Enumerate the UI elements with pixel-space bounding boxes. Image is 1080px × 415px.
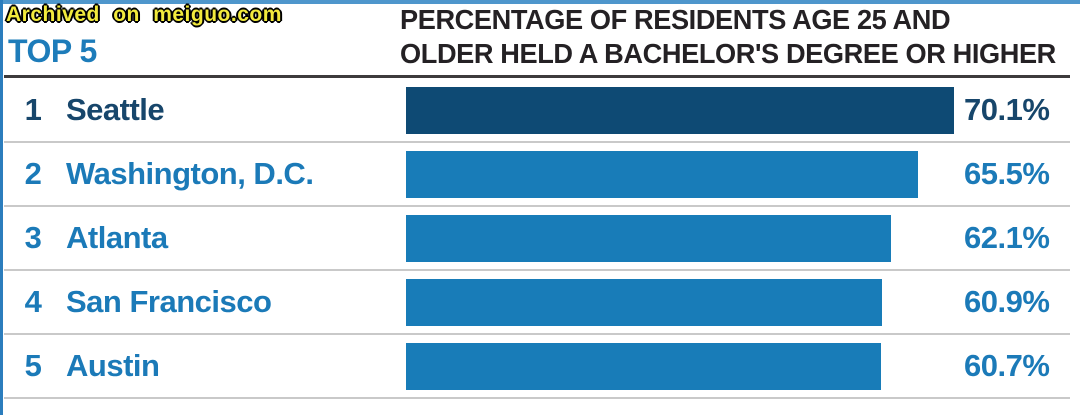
bar-track	[406, 151, 954, 198]
rank-label: 1	[24, 92, 42, 127]
bar-track	[406, 87, 954, 134]
bar	[406, 87, 954, 134]
table-row: 1 Seattle 70.1%	[4, 79, 1070, 143]
city-label: Washington, D.C.	[66, 156, 314, 191]
chart-title-line1: PERCENTAGE OF RESIDENTS AGE 25 AND	[400, 4, 951, 35]
value-label: 60.9%	[964, 284, 1050, 319]
rank-label: 2	[24, 156, 42, 191]
header-divider	[4, 75, 1070, 78]
value-label: 70.1%	[964, 92, 1050, 127]
city-label: San Francisco	[66, 284, 272, 319]
bar-track	[406, 343, 954, 390]
table-row: 5 Austin 60.7%	[4, 335, 1070, 399]
rank-label: 3	[24, 220, 42, 255]
city-label: Seattle	[66, 92, 165, 127]
table-row: 2 Washington, D.C. 65.5%	[4, 143, 1070, 207]
value-label: 60.7%	[964, 348, 1050, 383]
value-label: 65.5%	[964, 156, 1050, 191]
city-label: Austin	[66, 348, 160, 383]
rank-label: 5	[24, 348, 42, 383]
bar	[406, 215, 892, 262]
list-label: TOP 5	[8, 33, 97, 69]
value-label: 62.1%	[964, 220, 1050, 255]
table-row: 4 San Francisco 60.9%	[4, 271, 1070, 335]
chart-title-line2: OLDER HELD A BACHELOR'S DEGREE OR HIGHER	[400, 38, 1056, 69]
bar-chart: 1 Seattle 70.1% 2 Washington, D.C. 65.5%…	[4, 79, 1070, 399]
table-row: 3 Atlanta 62.1%	[4, 207, 1070, 271]
chart-title: PERCENTAGE OF RESIDENTS AGE 25 AND OLDER…	[400, 3, 1079, 71]
bar	[406, 151, 919, 198]
watermark: Archived on meiguo.com	[6, 3, 282, 26]
bar-track	[406, 215, 954, 262]
rank-label: 4	[24, 284, 42, 319]
bar	[406, 279, 883, 326]
frame-top-border	[0, 0, 1080, 4]
bar-track	[406, 279, 954, 326]
bar	[406, 343, 881, 390]
city-label: Atlanta	[66, 220, 168, 255]
frame-left-border	[0, 0, 3, 415]
